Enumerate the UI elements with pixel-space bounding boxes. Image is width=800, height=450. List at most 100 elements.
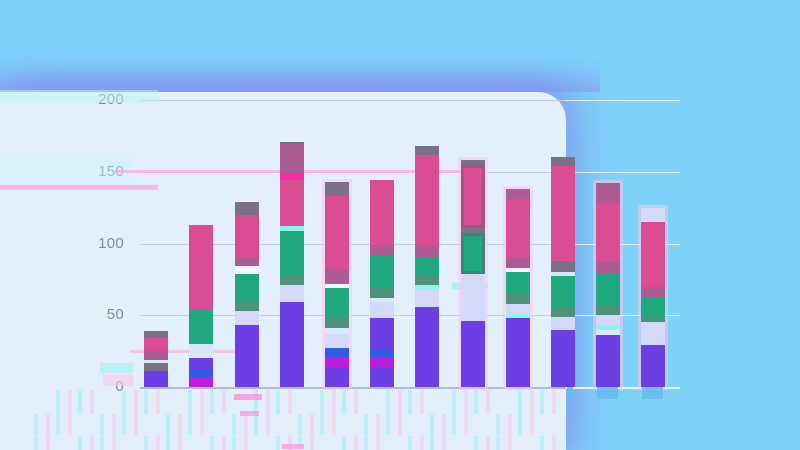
glitch-stripe [178,436,182,450]
glitch-stripe [56,390,60,414]
bar-segment [370,180,394,245]
bar-column-7 [415,145,439,387]
bar-segment [551,329,575,387]
bar-segment [596,203,620,263]
glitch-stripe [430,436,434,450]
bar-segment [235,300,259,311]
bar-segment [551,166,575,261]
glitch-stripe [112,414,116,435]
glitch-stripe [474,390,478,414]
bar-segment [280,144,304,174]
glitch-stripe [496,414,500,435]
glitch-stripe [486,436,490,450]
bar-segment [235,310,259,326]
glitch-stripe [408,436,412,450]
glitch-stripe [46,414,50,435]
glitch-stripe [376,414,380,435]
glitch-stripe [210,436,214,450]
bar-segment [641,207,665,222]
bar-segment [144,359,168,363]
glitch-stripe [508,414,512,435]
bar-segment [506,313,530,319]
glitch-stripe [518,414,522,435]
bar-segment [325,196,349,270]
bar-segment [189,358,213,370]
bar-segment [325,368,349,387]
bar-segment [280,230,304,276]
glitch-stripe [254,390,258,414]
glitch-streak [0,158,132,182]
glitch-streak [240,411,259,416]
bar-column-6 [370,180,394,387]
glitch-stripe [78,390,82,414]
bar-segment [641,316,665,323]
bar-segment [189,378,213,387]
bar-reflection [597,387,618,399]
glitch-stripe [222,390,226,414]
glitch-stripe [134,414,138,435]
bar-segment [189,309,213,344]
glitch-stripe [122,414,126,435]
bar-segment [325,356,349,369]
glitch-stripe [408,390,412,414]
bar-segment [506,303,530,314]
bar-segment [280,226,304,231]
glitch-stripe [310,436,314,450]
bar-segment [370,302,394,319]
bar-segment [461,233,485,274]
glitch-stripe [288,436,292,450]
glitch-stripe [156,436,160,450]
bar-segment [144,351,168,360]
glitch-stripe [188,414,192,435]
glitch-stripe [100,414,104,435]
bar-segment [325,316,349,329]
glitch-stripe [232,414,236,435]
glitch-stripe [420,436,424,450]
bar-segment [370,366,394,387]
glitch-stripe [354,436,358,450]
bar-segment [551,260,575,273]
glitch-stripe [68,414,72,435]
glitch-stripe [540,390,544,414]
glitch-stripe [144,390,148,414]
glitch-stripe [178,414,182,435]
glitch-stripe [46,436,50,450]
bar-segment [280,173,304,181]
bar-segment [415,257,439,276]
glitch-stripe [298,436,302,450]
glitch-stripe [90,390,94,414]
bar-segment [415,154,439,245]
glitch-stripe [254,414,258,435]
glitch-stripe [244,414,248,435]
bar-segment [461,227,485,234]
bar-segment [235,273,259,301]
bar-segment [325,181,349,197]
bar-segment [144,362,168,372]
bar-segment [551,157,575,166]
glitch-stripe [364,436,368,450]
bar-column-9 [506,188,530,387]
bar-segment [506,293,530,304]
glitch-stripe [244,436,248,450]
glitch-stripe [552,390,556,414]
bar-segment [189,369,213,379]
glitch-stripe [166,414,170,435]
glitch-stripe [420,390,424,414]
bar-segment [144,338,168,352]
glitch-stripe [210,390,214,414]
glitch-stripe [188,390,192,414]
glitch-stripe [530,390,534,414]
bar-segment [641,345,665,387]
bar-segment [596,305,620,316]
glitch-stripe [442,436,446,450]
bar-segment [641,322,665,346]
bar-segment [325,287,349,317]
glitch-stripe [496,436,500,450]
glitch-stripe [276,390,280,414]
glitch-stripe [518,390,522,414]
glitch-stripe [530,414,534,435]
glitch-stripe [342,390,346,414]
glitch-streak [100,363,133,373]
glitch-stripe [122,390,126,414]
bar-segment [370,349,394,357]
